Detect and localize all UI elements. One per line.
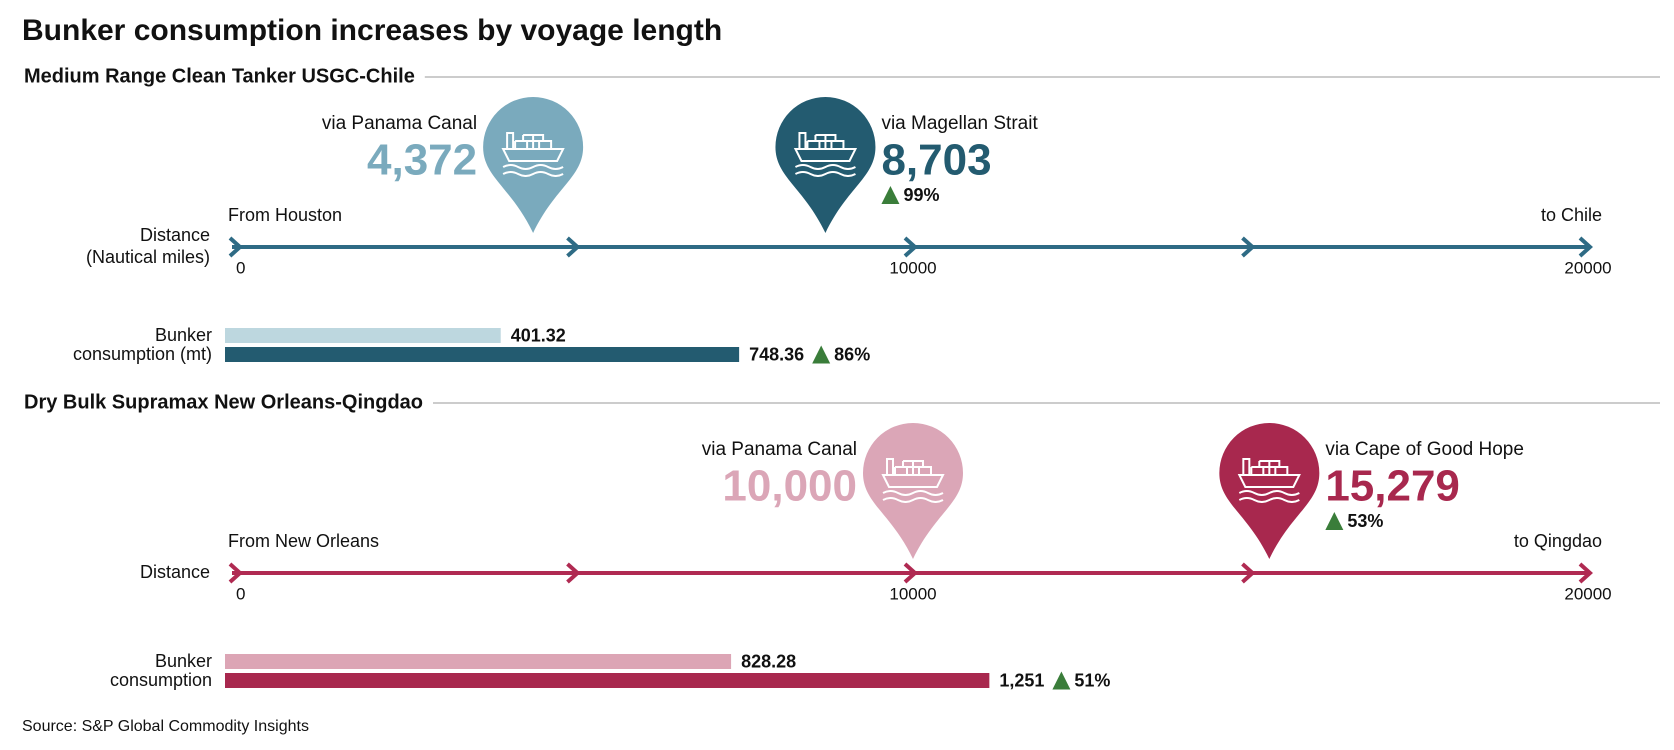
bunker-label: Bunker <box>155 651 212 671</box>
axis-label: (Nautical miles) <box>86 247 210 267</box>
route-label: via Magellan Strait <box>881 113 1038 134</box>
tick-label: 10000 <box>889 584 936 603</box>
start-label: From New Orleans <box>228 531 379 551</box>
end-label: to Chile <box>1541 205 1602 225</box>
up-triangle <box>1325 512 1344 530</box>
up-triangle <box>881 186 900 204</box>
route-distance: 4,372 <box>367 136 477 185</box>
bar-value: 401.32 <box>511 325 566 345</box>
up-triangle <box>812 345 831 364</box>
route-label: via Panama Canal <box>702 439 857 460</box>
panel-title: Medium Range Clean Tanker USGC-Chile <box>24 65 415 87</box>
panel-title: Dry Bulk Supramax New Orleans-Qingdao <box>24 391 423 413</box>
bar-change: 86% <box>834 344 870 364</box>
tick-label: 0 <box>236 258 245 277</box>
up-triangle <box>1052 671 1071 690</box>
tick-mark <box>228 562 243 584</box>
pin <box>483 96 584 233</box>
route-label: via Panama Canal <box>322 113 477 134</box>
bunker-label: consumption <box>110 670 212 690</box>
pin-shape <box>863 423 963 559</box>
tick-mark <box>1578 236 1593 258</box>
axis-chevron <box>1241 562 1256 584</box>
bar <box>225 654 732 669</box>
tick-mark <box>903 236 918 258</box>
axis-label: Distance <box>140 562 210 582</box>
route-change: 99% <box>903 185 939 205</box>
tick-label: 20000 <box>1564 584 1611 603</box>
pin-shape <box>483 96 584 233</box>
end-label: to Qingdao <box>1514 531 1602 551</box>
tick-label: 10000 <box>889 258 936 277</box>
bar <box>225 328 501 343</box>
route-distance: 8,703 <box>881 136 991 185</box>
bar-value: 828.28 <box>741 651 796 671</box>
axis-chevron <box>566 562 581 584</box>
axis-label: Distance <box>140 225 210 245</box>
source: Source: S&P Global Commodity Insights <box>22 718 309 735</box>
bar-change: 51% <box>1074 670 1110 690</box>
pin-shape <box>775 96 876 233</box>
pin-shape <box>1219 423 1320 559</box>
bunker-label: Bunker <box>155 325 212 345</box>
axis-chevron <box>566 236 581 258</box>
bunker-label: consumption (mt) <box>73 344 212 364</box>
pin <box>1219 423 1320 559</box>
pin <box>863 423 963 559</box>
tick-label: 20000 <box>1564 258 1611 277</box>
tick-mark <box>1578 562 1593 584</box>
route-change: 53% <box>1347 511 1383 531</box>
route-distance: 15,279 <box>1325 462 1460 511</box>
title: Bunker consumption increases by voyage l… <box>22 14 722 47</box>
tick-mark <box>903 562 918 584</box>
bar <box>225 673 990 688</box>
bar <box>225 347 740 362</box>
route-distance: 10,000 <box>722 462 857 511</box>
pin <box>775 96 876 233</box>
tick-label: 0 <box>236 584 245 603</box>
axis-chevron <box>1241 236 1256 258</box>
tick-mark <box>228 236 243 258</box>
route-label: via Cape of Good Hope <box>1325 439 1524 460</box>
bar-value: 1,251 <box>999 670 1044 690</box>
start-label: From Houston <box>228 205 342 225</box>
bar-value: 748.36 <box>749 344 804 364</box>
